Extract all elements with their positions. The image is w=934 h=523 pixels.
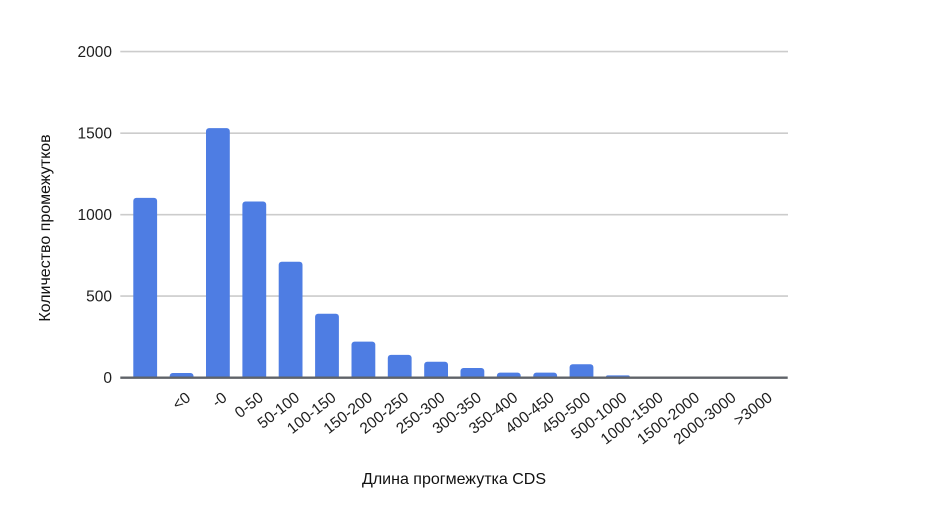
svg-text:1500: 1500 [78, 126, 113, 143]
svg-text:500: 500 [86, 289, 112, 306]
svg-text:Количество промежутков: Количество промежутков [37, 134, 54, 321]
svg-text:0: 0 [103, 370, 112, 387]
svg-text:1000: 1000 [78, 207, 113, 224]
svg-text:2000: 2000 [78, 44, 113, 61]
svg-text:Длина прогмежутка CDS: Длина прогмежутка CDS [362, 471, 546, 488]
